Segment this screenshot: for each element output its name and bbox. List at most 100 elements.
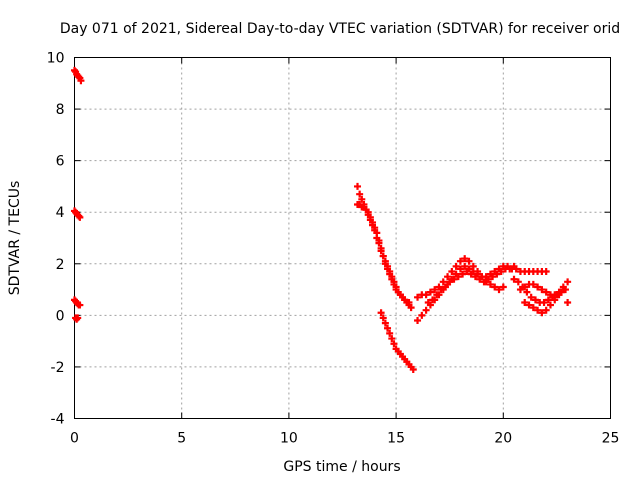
- data-point: [424, 298, 432, 306]
- data-point: [422, 291, 430, 299]
- y-tick-label: 8: [56, 102, 65, 118]
- data-point: [414, 317, 422, 325]
- data-point: [429, 296, 437, 304]
- data-point: [450, 275, 458, 283]
- data-point: [418, 311, 426, 319]
- data-point: [401, 296, 409, 304]
- data-point: [356, 190, 364, 198]
- data-point: [388, 335, 396, 343]
- data-point: [448, 268, 456, 276]
- y-tick-label: -2: [51, 360, 65, 376]
- data-point: [521, 283, 529, 291]
- data-point: [379, 252, 387, 260]
- data-point: [538, 286, 546, 294]
- data-point: [414, 293, 422, 301]
- data-point: [551, 291, 559, 299]
- series-satellite-m: [516, 280, 572, 306]
- data-point: [375, 237, 383, 245]
- x-tick-labels: 0 5 10 15 20 25: [70, 431, 619, 447]
- data-point: [516, 286, 524, 294]
- data-point: [521, 298, 529, 306]
- data-point: [495, 286, 503, 294]
- data-point: [480, 278, 488, 286]
- y-tick-label: 10: [47, 51, 65, 67]
- y-axis-label: SDTVAR / TECUs: [7, 181, 23, 296]
- data-point: [542, 268, 550, 276]
- data-point: [476, 275, 484, 283]
- data-point: [531, 296, 539, 304]
- data-point: [529, 304, 537, 312]
- data-point: [377, 309, 385, 317]
- data-point: [527, 293, 535, 301]
- data-point: [471, 273, 479, 281]
- data-point: [76, 213, 84, 221]
- y-tick-label: 2: [56, 257, 65, 273]
- data-point: [390, 340, 398, 348]
- data-point: [358, 195, 366, 203]
- data-point: [409, 366, 417, 374]
- series-satellite-g: [377, 309, 417, 374]
- data-point: [555, 288, 563, 296]
- data-point: [369, 219, 377, 227]
- series-satellite-k: [510, 275, 569, 306]
- y-tick-labels: -4 -2 0 2 4 6 8 10: [47, 51, 65, 428]
- data-point: [484, 275, 492, 283]
- data-point: [474, 268, 482, 276]
- data-point: [456, 257, 464, 265]
- chart-title: Day 071 of 2021, Sidereal Day-to-day VTE…: [60, 21, 620, 37]
- data-point: [546, 301, 554, 309]
- data-point: [463, 268, 471, 276]
- data-point: [510, 275, 518, 283]
- data-point: [542, 288, 550, 296]
- data-point: [525, 301, 533, 309]
- data-point: [497, 268, 505, 276]
- data-point: [366, 213, 374, 221]
- grid: [74, 57, 611, 419]
- data-point: [439, 278, 447, 286]
- data-point: [559, 286, 567, 294]
- data-point: [407, 304, 415, 312]
- data-point: [534, 283, 542, 291]
- series-satellite-h: [414, 262, 550, 325]
- data-point: [542, 306, 550, 314]
- data-point: [433, 291, 441, 299]
- data-point: [388, 275, 396, 283]
- series-satellite-e: [354, 182, 413, 306]
- data-point: [364, 208, 372, 216]
- data-point: [523, 288, 531, 296]
- series-satellite-a: [71, 66, 85, 85]
- x-tick-label: 0: [70, 431, 79, 447]
- series-satellite-c: [71, 296, 84, 309]
- data-point: [461, 262, 469, 270]
- data-point: [469, 262, 477, 270]
- data-point: [77, 77, 85, 85]
- data-point: [354, 182, 362, 190]
- x-tick-label: 15: [387, 431, 405, 447]
- data-point: [437, 286, 445, 294]
- data-point: [396, 291, 404, 299]
- data-point: [446, 278, 454, 286]
- series-satellite-f: [354, 200, 415, 312]
- series-satellite-j: [424, 262, 518, 306]
- data-point: [76, 301, 84, 309]
- data-point: [486, 280, 494, 288]
- y-tick-label: -4: [51, 412, 65, 428]
- data-point: [529, 280, 537, 288]
- data-point: [373, 229, 381, 237]
- data-point: [422, 306, 430, 314]
- data-point: [493, 270, 501, 278]
- data-point: [491, 283, 499, 291]
- data-point: [74, 314, 82, 322]
- data-point: [564, 298, 572, 306]
- data-point: [544, 296, 552, 304]
- data-point: [426, 288, 434, 296]
- data-point: [384, 324, 392, 332]
- series-satellite-d: [72, 314, 82, 323]
- data-point: [390, 280, 398, 288]
- data-point: [461, 255, 469, 263]
- data-point: [444, 273, 452, 281]
- data-point: [538, 309, 546, 317]
- data-point: [386, 329, 394, 337]
- plot-frame: [74, 57, 611, 419]
- x-tick-label: 25: [602, 431, 620, 447]
